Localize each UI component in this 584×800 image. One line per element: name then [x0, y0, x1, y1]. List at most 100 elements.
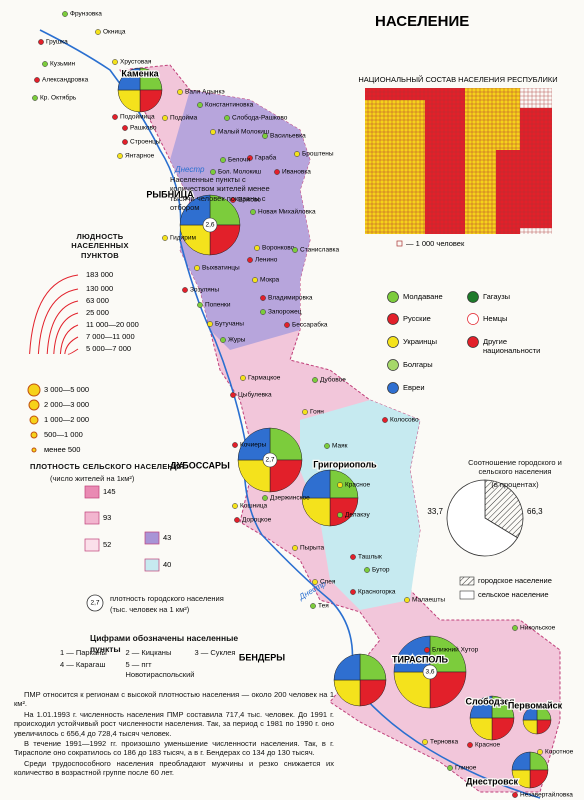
village-symbol [337, 482, 343, 488]
village-symbol [182, 287, 188, 293]
unit-cell [396, 240, 403, 247]
unit-label: — 1 000 человек [406, 239, 465, 248]
legend-swatch [387, 291, 399, 303]
village-label: Воронково [262, 245, 295, 252]
village-symbol [424, 647, 430, 653]
size-arc [29, 274, 79, 355]
village-label: Пырыта [300, 545, 325, 552]
legend-label: 145 [103, 487, 116, 496]
size-arc [53, 312, 79, 355]
paragraph: Среди трудоспособного населения преоблад… [14, 758, 334, 777]
village-label: Ленино [255, 257, 278, 264]
village-label: Валя Адынкэ [185, 89, 225, 96]
city-sector [237, 427, 271, 461]
village-symbol [197, 302, 203, 308]
village-label: Ташлык [358, 554, 382, 561]
city-sector [301, 497, 331, 527]
legend-label: 25 000 [86, 308, 109, 317]
village-label: Окница [103, 29, 126, 36]
city-sector [117, 89, 141, 113]
legend-label: 2 000—3 000 [44, 400, 89, 409]
legend-label: 5 000—7 000 [86, 344, 131, 353]
city-sector [469, 695, 493, 719]
city-sector [237, 459, 271, 493]
village-symbol [95, 29, 101, 35]
city-label: ТИРАСПОЛЬ [392, 654, 449, 664]
density-zone [170, 90, 310, 350]
legend-label: 1 000—2 000 [44, 415, 89, 424]
city-sector [301, 469, 331, 499]
village-symbol [350, 554, 356, 560]
village-symbol [232, 503, 238, 509]
village-symbol [247, 257, 253, 263]
village-symbol [122, 125, 128, 131]
city-label: Первомайск [508, 700, 563, 710]
village-symbol [260, 309, 266, 315]
city-sector [269, 459, 303, 493]
village-symbol [364, 567, 370, 573]
village-symbol [210, 169, 216, 175]
village-label: Запорожец [268, 309, 302, 316]
village-symbol [422, 739, 428, 745]
city-sector [393, 635, 431, 673]
legend-label: 2,7 [90, 600, 99, 607]
village-symbol [312, 579, 318, 585]
city-sector [491, 695, 515, 719]
village-symbol [177, 89, 183, 95]
legend-swatch [144, 531, 160, 545]
paragraph: В течение 1991—1992 гг. произошло уменьш… [14, 738, 334, 758]
city-sector [359, 679, 387, 707]
village-symbol [337, 512, 343, 518]
village-symbol [537, 749, 543, 755]
pie-slice [446, 479, 519, 557]
city-sector [491, 717, 515, 741]
numbered-list: 1 — Парканы 2 — Кицканы 3 — Суклея 4 — Кара… [60, 648, 260, 679]
section-title: Цифрами обозначены населенные пункты [90, 633, 239, 654]
village-label: Владимировка [268, 295, 313, 302]
village-symbol [197, 102, 203, 108]
density-badge [202, 217, 218, 233]
density-badge [422, 664, 438, 680]
page-title: НАСЕЛЕНИЕ [375, 13, 469, 30]
village-label: Мокра [260, 277, 280, 284]
city-sector [179, 194, 211, 226]
city-sector [139, 89, 163, 113]
city-sector [429, 635, 467, 673]
village-label: Журы [228, 337, 246, 344]
city-symbol [522, 705, 552, 735]
size-arc [37, 288, 79, 355]
legend-swatch [144, 558, 160, 572]
city-symbol [393, 635, 467, 709]
legend-label: Евреи [403, 383, 425, 392]
legend-label: Немцы [483, 314, 507, 323]
city-sector [209, 194, 241, 226]
village-label: Гараба [255, 154, 277, 162]
village-label: Гидирим [170, 235, 196, 242]
legend-label: Молдаване [403, 292, 443, 301]
village-label: Грушка [46, 39, 68, 46]
section-title: ПЛОТНОСТЬ СЕЛЬСКОГО НАСЕЛЕНИЯ [30, 462, 185, 471]
village-label: Кузьмин [50, 61, 76, 68]
city-sector [269, 427, 303, 461]
village-symbol [247, 155, 253, 161]
city-sector [329, 469, 359, 499]
note: Населенные пункты с количеством жителей … [170, 175, 270, 213]
legend-swatch [467, 336, 479, 348]
legend-label: 500—1 000 [44, 430, 83, 439]
legend-label: 93 [103, 513, 111, 522]
village-symbol [250, 209, 256, 215]
village-label: Кошница [240, 503, 268, 510]
village-label: Незавертайловка [520, 791, 573, 799]
city-sector [522, 705, 538, 721]
legend-swatch [459, 576, 475, 586]
legend-label: 11 000—20 000 [86, 320, 139, 329]
size-symbol [28, 399, 40, 411]
river-label: Днестр [174, 165, 205, 174]
village-symbol [404, 597, 410, 603]
village-label: Тея [318, 603, 329, 610]
composition-grid [365, 88, 552, 234]
village-label: Новая Михайловка [258, 208, 316, 216]
city-sector [393, 671, 431, 709]
